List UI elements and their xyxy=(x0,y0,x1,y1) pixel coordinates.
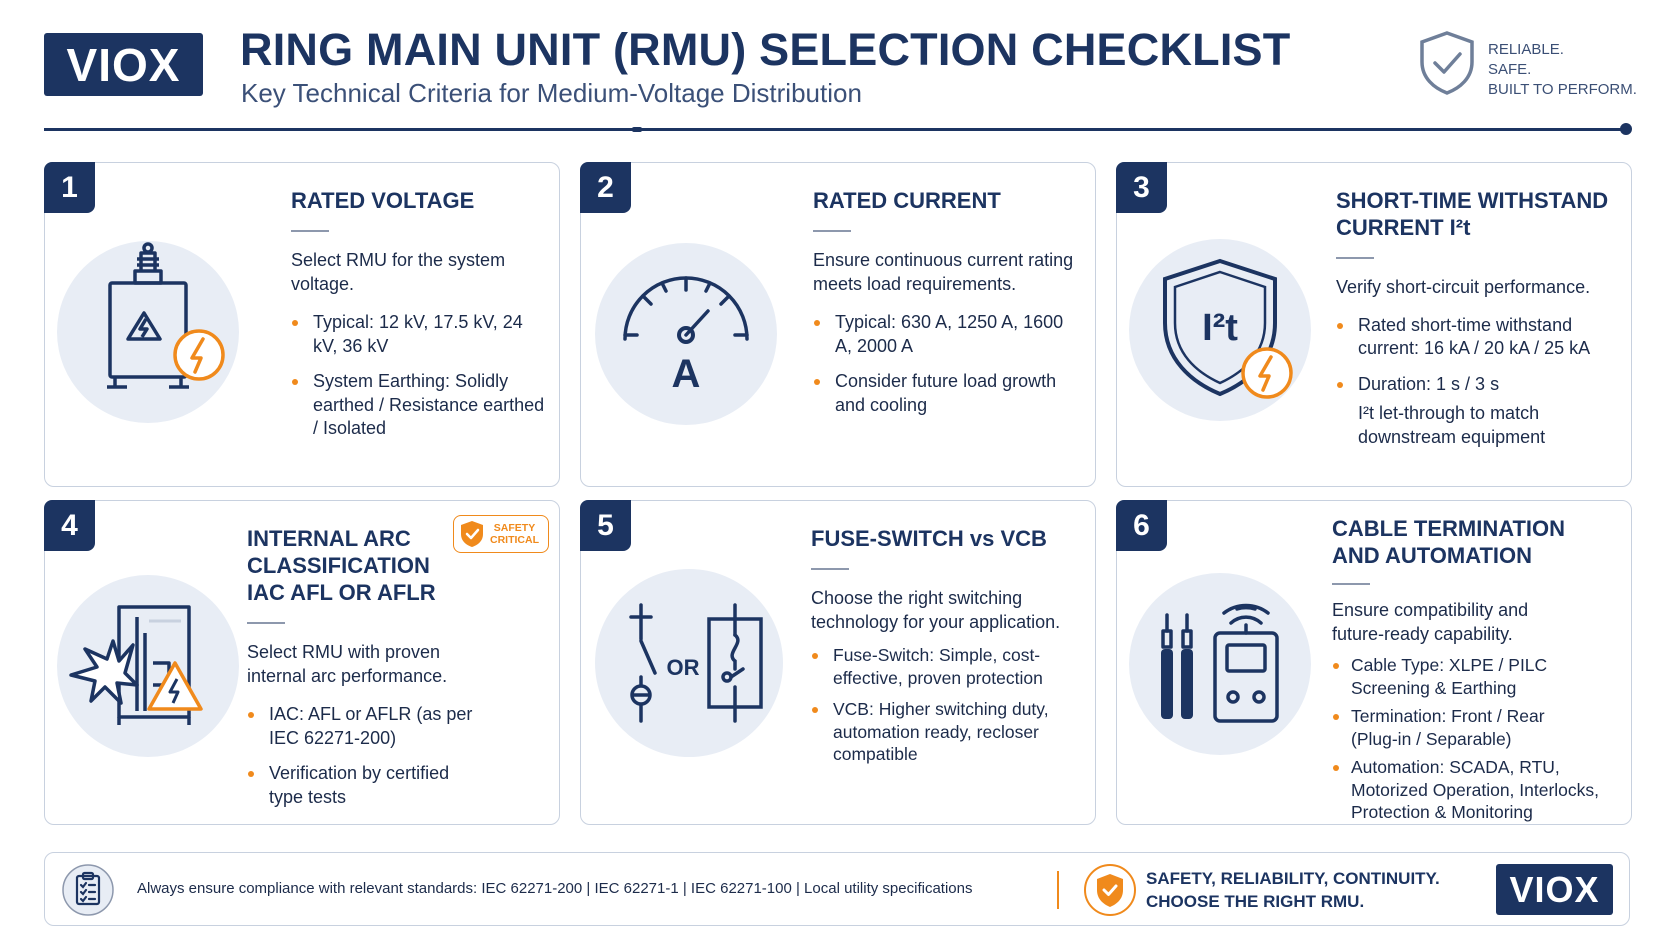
tagline-line: BUILT TO PERFORM. xyxy=(1488,81,1637,98)
bullet-item: Automation: SCADA, RTU, Motorized Operat… xyxy=(1332,756,1617,824)
shield-check-icon xyxy=(461,521,483,547)
card-title: SHORT-TIME WITHSTAND CURRENT I²t xyxy=(1336,188,1609,240)
card-number: 1 xyxy=(44,162,95,213)
title-rule xyxy=(1332,583,1370,585)
cable-rtu-icon xyxy=(1129,573,1311,755)
internal-arc-icon xyxy=(57,575,239,757)
header-divider xyxy=(44,128,1630,131)
card-title: FUSE-SWITCH vs VCB xyxy=(811,526,1047,551)
transformer-icon xyxy=(57,241,239,423)
tagline: RELIABLE. SAFE. BUILT TO PERFORM. xyxy=(1488,40,1637,100)
card-intro: Select RMU for the system voltage. xyxy=(291,250,506,294)
bullet-item: Cable Type: XLPE / PILC Screening & Eart… xyxy=(1332,654,1567,699)
bullet-item: Typical: 12 kV, 17.5 kV, 24 kV, 36 kV xyxy=(291,311,546,358)
title-rule xyxy=(813,230,851,232)
footer-slogan: SAFETY, RELIABILITY, CONTINUITY. CHOOSE … xyxy=(1146,867,1440,913)
bullet-item: Fuse-Switch: Simple, cost-effective, pro… xyxy=(811,644,1086,689)
compliance-note: Always ensure compliance with relevant s… xyxy=(137,880,973,897)
bullet-item: System Earthing: Solidly earthed / Resis… xyxy=(291,370,546,441)
divider-end-dot xyxy=(1620,123,1632,135)
card-intro: Ensure compatibility and future-ready ca… xyxy=(1332,600,1529,644)
bullet-item: Verification by certified type tests xyxy=(247,762,487,809)
card-title: RATED VOLTAGE xyxy=(291,188,475,213)
shield-check-icon xyxy=(1084,864,1136,916)
card-fuse-switch-vs-vcb: 5 OR FUSE-SWITCH vs VCB Choose xyxy=(580,500,1096,825)
footer-brand-logo: VIOX xyxy=(1496,864,1613,915)
card-number: 5 xyxy=(580,500,631,551)
bullet-item: Duration: 1 s / 3 s xyxy=(1336,373,1626,397)
clipboard-checklist-icon xyxy=(62,864,114,916)
safety-critical-badge: SAFETY CRITICAL xyxy=(453,515,549,553)
card-intro: Verify short-circuit performance. xyxy=(1336,277,1591,297)
page-title: RING MAIN UNIT (RMU) SELECTION CHECKLIST xyxy=(240,24,1291,75)
card-number: 4 xyxy=(44,500,95,551)
card-title: INTERNAL ARC CLASSIFICATION IAC AFL OR A… xyxy=(247,526,436,605)
card-intro: Ensure continuous current rating meets l… xyxy=(813,250,1074,294)
bullet-item: Rated short-time withstand current: 16 k… xyxy=(1336,314,1626,361)
card-title: RATED CURRENT xyxy=(813,188,1001,213)
tagline-line: RELIABLE. xyxy=(1488,41,1564,58)
title-rule xyxy=(291,230,329,232)
slogan-line: CHOOSE THE RIGHT RMU. xyxy=(1146,892,1365,911)
card-number: 3 xyxy=(1116,162,1167,213)
bullet-item: Consider future load growth and cooling xyxy=(813,370,1083,417)
ammeter-gauge-icon: A xyxy=(595,243,777,425)
badge-line: SAFETY xyxy=(493,522,536,534)
i2t-label: I²t xyxy=(1202,307,1238,349)
card-internal-arc: 4 SAFETY CRITICAL INTERNAL ARC CLASS xyxy=(44,500,560,825)
title-rule xyxy=(1336,257,1374,259)
title-rule xyxy=(247,622,285,624)
tagline-line: SAFE. xyxy=(1488,61,1532,78)
or-label: OR xyxy=(667,655,700,680)
bullet-item: IAC: AFL or AFLR (as per IEC 62271-200) xyxy=(247,703,487,750)
shield-check-icon xyxy=(1420,31,1474,95)
footer-separator xyxy=(1057,871,1059,909)
bullet-item: Typical: 630 A, 1250 A, 1600 A, 2000 A xyxy=(813,311,1083,358)
brand-logo: VIOX xyxy=(44,33,203,96)
badge-line: CRITICAL xyxy=(490,534,539,546)
footer-bar: Always ensure compliance with relevant s… xyxy=(44,852,1630,926)
bullet-item: VCB: Higher switching duty, automation r… xyxy=(811,698,1086,766)
slogan-line: SAFETY, RELIABILITY, CONTINUITY. xyxy=(1146,869,1440,888)
fuse-switch-vs-vcb-icon: OR xyxy=(595,569,783,757)
shield-i2t-icon: I²t xyxy=(1129,239,1311,421)
card-intro: Select RMU with proven internal arc perf… xyxy=(247,642,448,686)
card-short-time-withstand: 3 I²t SHORT-TIME WITHSTAND CURRENT I²t V… xyxy=(1116,162,1632,487)
card-rated-voltage: 1 RATED VOLTAGE Select RMU for the syste… xyxy=(44,162,560,487)
bullet-item: Termination: Front / Rear (Plug-in / Sep… xyxy=(1332,705,1567,750)
page-subtitle: Key Technical Criteria for Medium-Voltag… xyxy=(241,78,862,108)
card-cable-termination-automation: 6 CABLE TERMINATION AND AUTOMATION xyxy=(1116,500,1632,825)
card-intro: Choose the right switching technology fo… xyxy=(811,588,1061,632)
divider-marker xyxy=(632,127,642,132)
card-number: 6 xyxy=(1116,500,1167,551)
title-rule xyxy=(811,568,849,570)
card-number: 2 xyxy=(580,162,631,213)
card-title: CABLE TERMINATION AND AUTOMATION xyxy=(1332,516,1566,568)
card-rated-current: 2 A RATED CURRENT Ensure continuous curr… xyxy=(580,162,1096,487)
gauge-label: A xyxy=(672,352,701,396)
bullet-continuation: I²t let-through to match downstream equi… xyxy=(1358,403,1546,447)
